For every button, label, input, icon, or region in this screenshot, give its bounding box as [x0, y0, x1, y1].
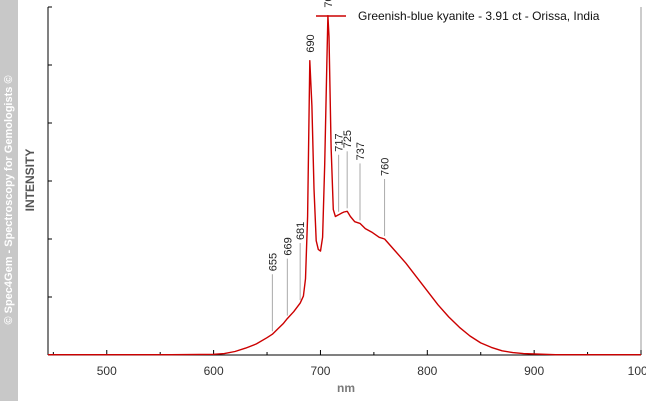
legend-label: Greenish-blue kyanite - 3.91 ct - Orissa…: [358, 9, 600, 23]
x-tick-label: 500: [97, 364, 117, 378]
peak-label: 725: [342, 130, 354, 148]
x-axis-label: nm: [337, 381, 355, 395]
peak-label: 669: [282, 237, 294, 255]
peak-label: 717: [334, 133, 346, 151]
axes: [47, 7, 642, 356]
x-tick-label: 800: [417, 364, 437, 378]
x-tick-label: 1000: [628, 364, 646, 378]
peak-label: 737: [355, 142, 367, 160]
legend: Greenish-blue kyanite - 3.91 ct - Orissa…: [316, 9, 600, 23]
x-tick-label: 600: [204, 364, 224, 378]
x-tick-label: 700: [310, 364, 330, 378]
peak-label: 655: [267, 253, 279, 271]
peak-label: 707: [323, 0, 335, 8]
peak-label: 681: [295, 222, 307, 240]
ticks: 500 600 700 800 900 1000: [48, 6, 646, 378]
watermark-bar: © Spec4Gem - Spectroscopy for Gemologist…: [0, 0, 18, 401]
peak-label: 760: [380, 158, 392, 176]
series-lines: [48, 14, 641, 356]
series-line: [48, 14, 641, 356]
x-tick-label: 900: [524, 364, 544, 378]
peak-label: 690: [305, 34, 317, 52]
